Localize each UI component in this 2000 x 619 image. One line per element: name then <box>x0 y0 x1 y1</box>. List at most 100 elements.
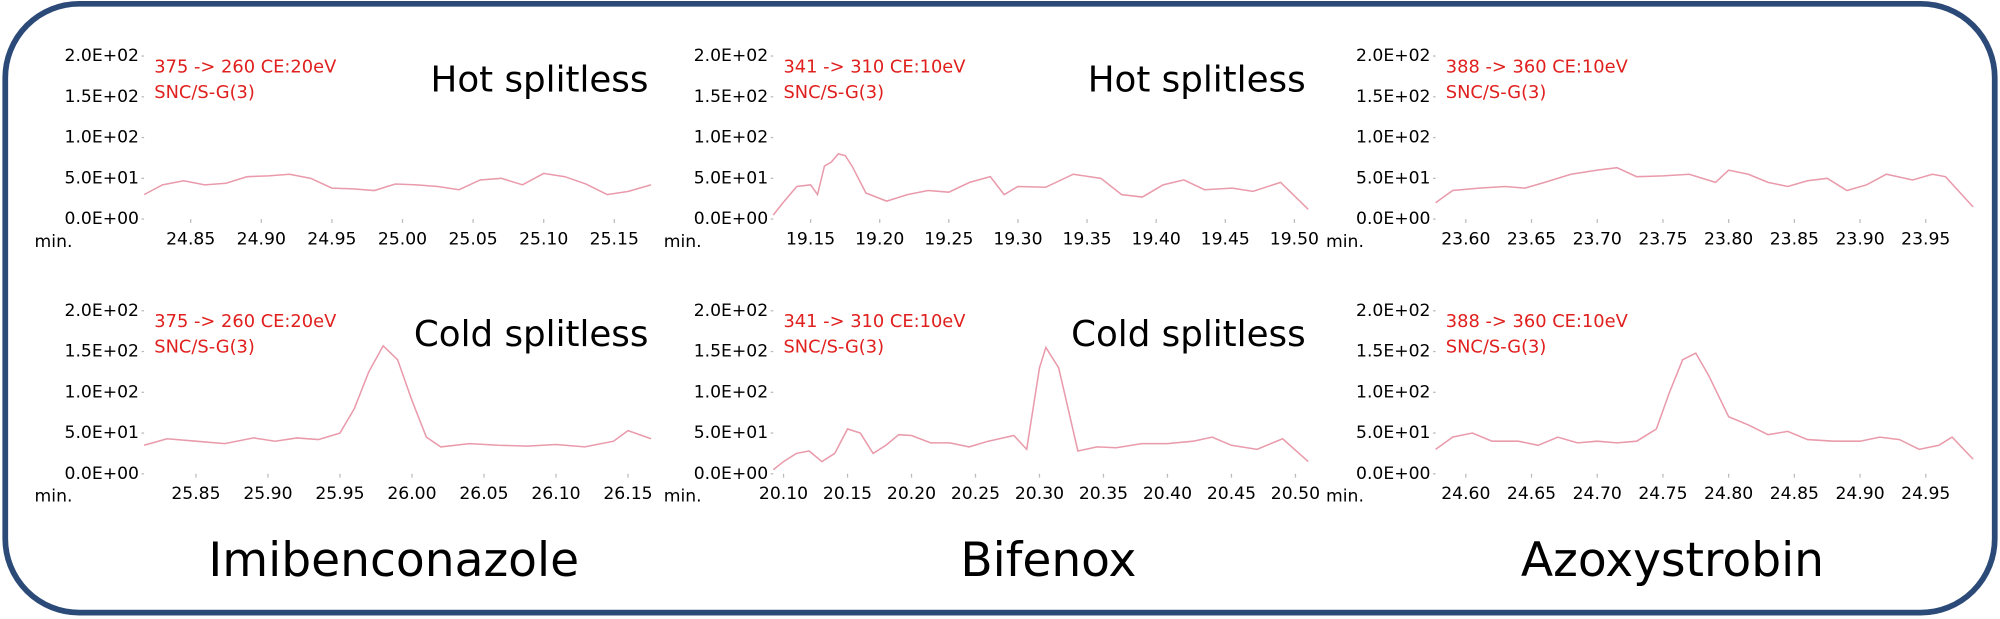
y-tick-label: 1.0E+02 <box>1356 382 1430 402</box>
chart-title: Cold splitless <box>1071 314 1306 355</box>
annotation: SNC/S-G(3) <box>783 337 884 358</box>
y-tick-label: 1.5E+02 <box>694 87 768 107</box>
x-tick-label: 24.90 <box>237 229 286 249</box>
x-tick-label: 25.00 <box>378 229 427 249</box>
x-tick-label: 24.95 <box>307 229 356 249</box>
x-axis-label: min. <box>1326 232 1364 252</box>
x-tick-label: 19.20 <box>855 229 904 249</box>
y-tick-label: 1.0E+02 <box>694 382 768 402</box>
y-tick-label: 1.5E+02 <box>694 342 768 362</box>
y-tick-label: 0.0E+00 <box>694 209 768 229</box>
compound-name: Bifenox <box>960 533 1136 588</box>
trace <box>772 345 1309 471</box>
y-tick-label: 1.5E+02 <box>65 87 139 107</box>
x-tick-label: 23.95 <box>1901 229 1950 249</box>
y-tick-label: 2.0E+02 <box>694 301 768 321</box>
y-tick-label: 2.0E+02 <box>65 301 139 321</box>
x-axis-label: min. <box>35 232 73 252</box>
x-axis-label: min. <box>664 487 702 507</box>
y-tick-label: 5.0E+01 <box>65 423 139 443</box>
x-axis-label: min. <box>664 232 702 252</box>
x-tick-label: 26.10 <box>531 484 580 504</box>
x-axis-label: min. <box>1326 487 1364 507</box>
x-tick-label: 26.00 <box>387 484 436 504</box>
y-tick-label: 1.0E+02 <box>65 382 139 402</box>
x-tick-label: 19.50 <box>1270 229 1319 249</box>
x-tick-label: 20.40 <box>1143 484 1192 504</box>
annotation: 388 -> 360 CE:10eV <box>1446 311 1629 332</box>
x-tick-label: 24.90 <box>1835 484 1884 504</box>
x-tick-label: 20.20 <box>887 484 936 504</box>
trace <box>143 172 652 196</box>
y-tick-label: 0.0E+00 <box>1356 464 1430 484</box>
x-tick-label: 23.60 <box>1441 229 1490 249</box>
y-tick-label: 5.0E+01 <box>694 168 768 188</box>
x-tick-label: 20.15 <box>823 484 872 504</box>
x-tick-label: 20.30 <box>1015 484 1064 504</box>
trace <box>1435 352 1974 460</box>
y-tick-label: 2.0E+02 <box>1356 301 1430 321</box>
x-tick-label: 25.10 <box>519 229 568 249</box>
x-tick-label: 19.15 <box>786 229 835 249</box>
x-tick-label: 23.65 <box>1507 229 1556 249</box>
x-tick-label: 25.95 <box>315 484 364 504</box>
trace <box>143 344 652 448</box>
x-tick-label: 23.90 <box>1835 229 1884 249</box>
x-tick-label: 25.15 <box>590 229 639 249</box>
trace <box>1435 166 1974 208</box>
y-tick-label: 1.5E+02 <box>1356 87 1430 107</box>
annotation: 375 -> 260 CE:20eV <box>154 311 337 332</box>
y-tick-label: 0.0E+00 <box>694 464 768 484</box>
y-tick-label: 2.0E+02 <box>694 46 768 66</box>
x-tick-label: 24.85 <box>166 229 215 249</box>
annotation: 388 -> 360 CE:10eV <box>1446 57 1629 78</box>
x-tick-label: 23.85 <box>1770 229 1819 249</box>
annotation: 341 -> 310 CE:10eV <box>783 311 966 332</box>
y-tick-label: 1.0E+02 <box>694 128 768 148</box>
y-tick-label: 1.5E+02 <box>65 342 139 362</box>
y-tick-label: 5.0E+01 <box>1356 423 1430 443</box>
y-tick-label: 2.0E+02 <box>65 46 139 66</box>
y-tick-label: 5.0E+01 <box>65 168 139 188</box>
x-tick-label: 20.45 <box>1207 484 1256 504</box>
y-tick-label: 2.0E+02 <box>1356 46 1430 66</box>
x-tick-label: 19.45 <box>1201 229 1250 249</box>
y-tick-label: 1.5E+02 <box>1356 342 1430 362</box>
x-tick-label: 25.05 <box>448 229 497 249</box>
x-tick-label: 19.25 <box>924 229 973 249</box>
x-tick-label: 24.70 <box>1573 484 1622 504</box>
y-tick-label: 0.0E+00 <box>1356 209 1430 229</box>
x-tick-label: 23.80 <box>1704 229 1753 249</box>
annotation: SNC/S-G(3) <box>154 82 255 103</box>
x-tick-label: 24.80 <box>1704 484 1753 504</box>
chart-title: Hot splitless <box>1088 60 1306 101</box>
x-tick-label: 24.65 <box>1507 484 1556 504</box>
x-tick-label: 25.90 <box>243 484 292 504</box>
x-tick-label: 25.85 <box>171 484 220 504</box>
x-tick-label: 20.35 <box>1079 484 1128 504</box>
annotation: SNC/S-G(3) <box>154 337 255 358</box>
y-tick-label: 5.0E+01 <box>694 423 768 443</box>
x-tick-label: 24.75 <box>1638 484 1687 504</box>
x-tick-label: 24.85 <box>1770 484 1819 504</box>
chart-title: Hot splitless <box>431 60 649 101</box>
x-tick-label: 24.95 <box>1901 484 1950 504</box>
compound-name: Azoxystrobin <box>1521 533 1824 588</box>
annotation: SNC/S-G(3) <box>1446 82 1547 103</box>
annotation: SNC/S-G(3) <box>783 82 884 103</box>
x-axis-label: min. <box>35 487 73 507</box>
annotation: 375 -> 260 CE:20eV <box>154 57 337 78</box>
annotation: 341 -> 310 CE:10eV <box>783 57 966 78</box>
annotation: SNC/S-G(3) <box>1446 337 1547 358</box>
x-tick-label: 23.70 <box>1573 229 1622 249</box>
x-tick-label: 20.50 <box>1271 484 1320 504</box>
y-tick-label: 0.0E+00 <box>65 209 139 229</box>
chart-title: Cold splitless <box>414 314 649 355</box>
x-tick-label: 20.10 <box>759 484 808 504</box>
y-tick-label: 5.0E+01 <box>1356 168 1430 188</box>
x-tick-label: 26.05 <box>459 484 508 504</box>
y-tick-label: 1.0E+02 <box>1356 128 1430 148</box>
